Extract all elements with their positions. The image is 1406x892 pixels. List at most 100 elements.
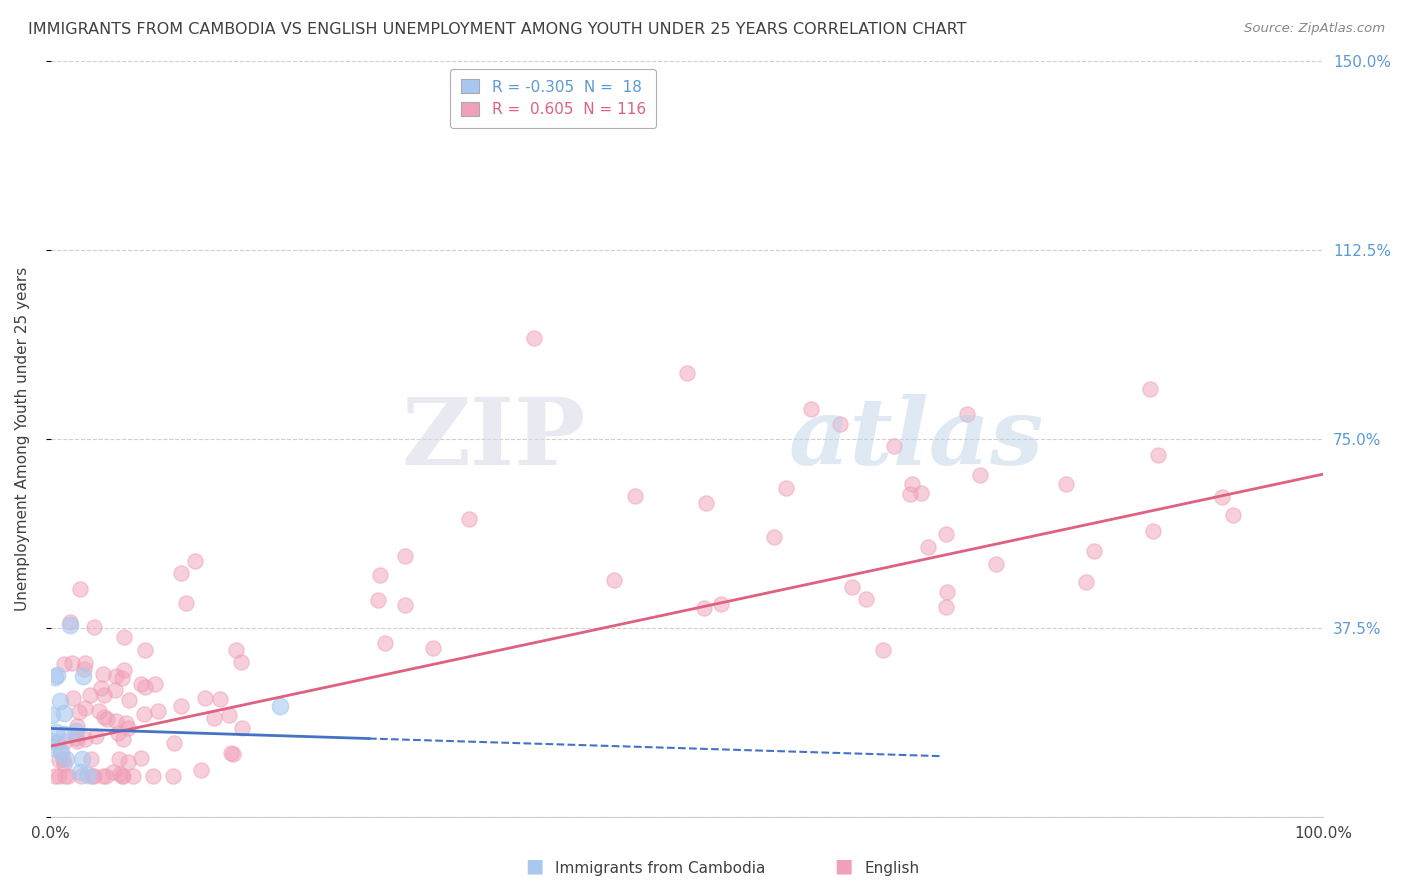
Point [935,600,957,615]
Point [45,735,67,749]
Point [73,731,96,746]
Point [219,746,242,760]
Point [53,706,76,720]
Point [52,727,75,741]
Point [41,707,63,722]
Point [828,417,851,431]
Point [94,769,117,783]
Text: ZIP: ZIP [401,394,585,483]
Point [60,657,83,671]
Text: IMMIGRANTS FROM CAMBODIA VS ENGLISH UNEMPLOYMENT AMONG YOUTH UNDER 25 YEARS CORR: IMMIGRANTS FROM CAMBODIA VS ENGLISH UNEM… [28,22,966,37]
Point [872,643,894,657]
Point [122,769,145,783]
Point [841,580,863,594]
Point [163,736,186,750]
Text: ■: ■ [524,857,544,876]
Point [77,768,100,782]
Point [90,681,112,695]
Point [105,714,128,729]
Point [763,530,786,544]
Point [190,763,212,777]
Point [103,683,125,698]
Point [956,407,979,421]
Point [775,481,797,495]
Point [69,582,91,597]
Point [75,701,97,715]
Point [73,662,96,676]
Point [1222,508,1244,522]
Point [170,698,193,713]
Point [42,740,65,755]
Point [1142,524,1164,539]
Point [142,769,165,783]
Text: ■: ■ [834,857,853,876]
Point [105,668,128,682]
Point [134,680,156,694]
Point [936,585,959,599]
Point [111,769,134,783]
Point [65,731,87,746]
Point [169,566,191,580]
Point [112,732,135,747]
Point [917,540,939,554]
Point [93,710,115,724]
Point [112,630,135,644]
Text: Source: ZipAtlas.com: Source: ZipAtlas.com [1244,22,1385,36]
Point [69,769,91,783]
Point [367,592,389,607]
Point [45,667,67,681]
Point [96,712,118,726]
Point [117,755,139,769]
Point [59,618,82,632]
Point [111,769,134,783]
Point [1211,491,1233,505]
Point [1083,544,1105,558]
Point [44,769,66,783]
Point [394,599,416,613]
Point [174,596,197,610]
Point [129,677,152,691]
Point [146,704,169,718]
Point [45,725,67,739]
Point [222,747,245,761]
Point [132,707,155,722]
Point [202,711,225,725]
Point [624,489,647,503]
Point [70,752,93,766]
Point [67,705,90,719]
Point [1074,574,1097,589]
Point [83,620,105,634]
Point [693,601,716,615]
Point [422,641,444,656]
Point [79,688,101,702]
Point [53,769,76,783]
Point [107,726,129,740]
Point [108,752,131,766]
Text: Immigrants from Cambodia: Immigrants from Cambodia [555,861,766,876]
Point [986,557,1008,571]
Point [117,721,139,735]
Point [80,752,103,766]
Point [83,769,105,783]
Point [901,477,924,491]
Point [218,707,240,722]
Point [39,733,62,747]
Point [225,643,247,657]
Point [394,549,416,563]
Point [114,716,136,731]
Point [69,765,91,780]
Text: English: English [865,861,920,876]
Point [66,719,89,733]
Point [91,667,114,681]
Point [93,688,115,702]
Point [52,657,75,671]
Point [111,671,134,685]
Point [55,751,77,765]
Point [269,698,291,713]
Point [603,573,626,587]
Point [855,591,877,606]
Point [48,769,70,783]
Point [86,729,108,743]
Point [73,656,96,670]
Text: atlas: atlas [789,394,1045,483]
